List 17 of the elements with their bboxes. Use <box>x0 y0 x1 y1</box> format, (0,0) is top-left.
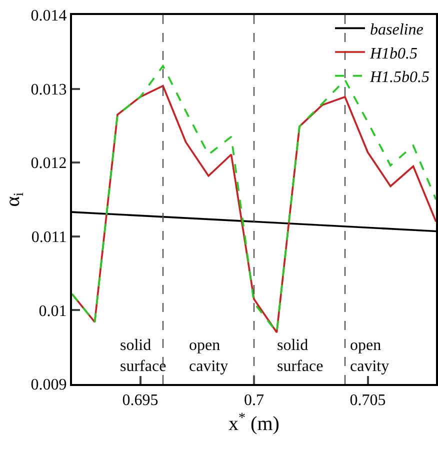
annotation: open cavity <box>189 337 228 375</box>
legend-label: baseline <box>370 21 424 38</box>
x-tick-label: 0.7 <box>244 392 264 410</box>
annotation: solid surface <box>277 337 324 375</box>
x-axis-title: x$^{*}$ (m) <box>228 410 280 436</box>
annotation: open cavity <box>350 337 390 375</box>
legend-label: H1.5b0.5 <box>369 69 430 86</box>
y-tick-label: 0.009 <box>30 376 67 394</box>
annotation: solid surface <box>120 337 166 375</box>
y-tick-label: 0.014 <box>30 8 67 25</box>
x-tick-label: 0.705 <box>350 392 386 410</box>
y-tick-label: 0.011 <box>31 229 67 246</box>
y-tick-label: 0.013 <box>30 81 67 98</box>
x-tick-label: 0.695 <box>122 392 158 410</box>
legend-label: H1b0.5 <box>369 45 418 62</box>
y-tick-label: 0.012 <box>30 155 67 172</box>
y-tick-label: 0.01 <box>38 302 67 320</box>
